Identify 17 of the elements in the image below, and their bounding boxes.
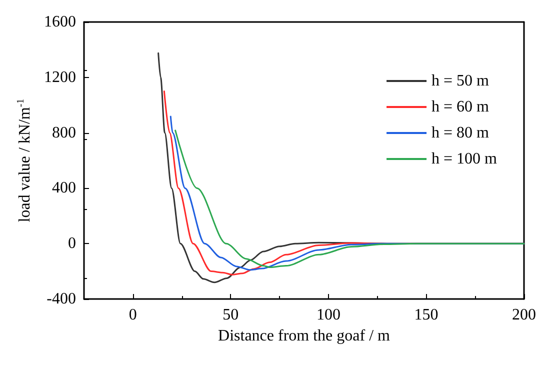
x-tick-label: 0 xyxy=(128,306,137,324)
x-tick-label: 100 xyxy=(316,306,340,324)
y-tick-label: 400 xyxy=(52,180,76,197)
legend-label: h = 100 m xyxy=(432,150,498,168)
legend-label: h = 50 m xyxy=(432,72,490,90)
y-tick-label: 800 xyxy=(52,124,76,142)
x-tick-label: 200 xyxy=(512,306,536,324)
y-tick-label: -400 xyxy=(46,290,76,308)
y-tick-label: 1200 xyxy=(44,68,76,86)
legend-label: h = 60 m xyxy=(432,98,490,116)
y-axis-title: load value / kN/m-1 xyxy=(16,98,34,222)
x-axis-title: Distance from the goaf / m xyxy=(218,327,391,344)
x-tick-label: 150 xyxy=(414,306,438,324)
legend-label: h = 80 m xyxy=(432,124,490,142)
x-tick-label: 50 xyxy=(222,306,239,324)
y-tick-label: 1600 xyxy=(44,14,76,30)
y-tick-label: 0 xyxy=(68,235,76,252)
